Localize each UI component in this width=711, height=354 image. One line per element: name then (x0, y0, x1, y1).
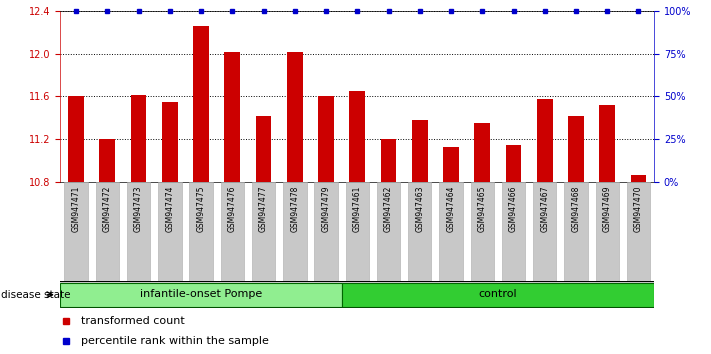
FancyBboxPatch shape (64, 182, 87, 281)
Text: GSM947464: GSM947464 (447, 185, 456, 232)
FancyBboxPatch shape (596, 182, 619, 281)
Text: transformed count: transformed count (81, 316, 185, 326)
Bar (193, 25, 209, 182)
Bar (287, 52, 303, 182)
Bar (474, 123, 490, 182)
Bar (568, 116, 584, 182)
Bar (631, 175, 646, 182)
Bar (100, 139, 115, 182)
FancyBboxPatch shape (252, 182, 275, 281)
FancyBboxPatch shape (127, 182, 150, 281)
Bar (412, 120, 427, 182)
Bar (443, 147, 459, 182)
FancyBboxPatch shape (565, 182, 588, 281)
Bar (599, 105, 615, 182)
Bar (537, 99, 552, 182)
FancyBboxPatch shape (439, 182, 463, 281)
FancyBboxPatch shape (346, 182, 369, 281)
Bar (68, 97, 84, 182)
Text: GSM947474: GSM947474 (165, 185, 174, 232)
Bar (380, 139, 396, 182)
Text: GSM947469: GSM947469 (603, 185, 611, 232)
Text: GSM947479: GSM947479 (321, 185, 331, 232)
Bar (131, 95, 146, 182)
Text: GSM947467: GSM947467 (540, 185, 550, 232)
Text: GSM947470: GSM947470 (634, 185, 643, 232)
FancyBboxPatch shape (283, 182, 306, 281)
Bar (506, 145, 521, 182)
Text: GSM947477: GSM947477 (259, 185, 268, 232)
FancyBboxPatch shape (502, 182, 525, 281)
Text: GSM947468: GSM947468 (572, 185, 580, 232)
FancyBboxPatch shape (377, 182, 400, 281)
Bar (225, 52, 240, 182)
Text: GSM947478: GSM947478 (290, 185, 299, 232)
FancyBboxPatch shape (158, 182, 181, 281)
FancyBboxPatch shape (471, 182, 494, 281)
FancyBboxPatch shape (533, 182, 557, 281)
Text: GSM947476: GSM947476 (228, 185, 237, 232)
Text: control: control (479, 289, 517, 299)
Text: GSM947475: GSM947475 (196, 185, 205, 232)
FancyBboxPatch shape (408, 182, 432, 281)
FancyBboxPatch shape (60, 283, 342, 307)
FancyBboxPatch shape (627, 182, 651, 281)
Text: percentile rank within the sample: percentile rank within the sample (81, 336, 269, 346)
Text: GSM947471: GSM947471 (72, 185, 80, 232)
Bar (256, 116, 272, 182)
Text: GSM947466: GSM947466 (509, 185, 518, 232)
Text: disease state: disease state (1, 290, 70, 300)
FancyBboxPatch shape (314, 182, 338, 281)
Text: infantile-onset Pompe: infantile-onset Pompe (140, 289, 262, 299)
FancyBboxPatch shape (220, 182, 244, 281)
Text: GSM947462: GSM947462 (384, 185, 393, 232)
FancyBboxPatch shape (95, 182, 119, 281)
Text: GSM947461: GSM947461 (353, 185, 362, 232)
Text: GSM947473: GSM947473 (134, 185, 143, 232)
Text: GSM947472: GSM947472 (103, 185, 112, 232)
FancyBboxPatch shape (189, 182, 213, 281)
Text: GSM947465: GSM947465 (478, 185, 487, 232)
Bar (319, 97, 334, 182)
FancyBboxPatch shape (342, 283, 654, 307)
Bar (350, 91, 365, 182)
Bar (162, 102, 178, 182)
Text: GSM947463: GSM947463 (415, 185, 424, 232)
